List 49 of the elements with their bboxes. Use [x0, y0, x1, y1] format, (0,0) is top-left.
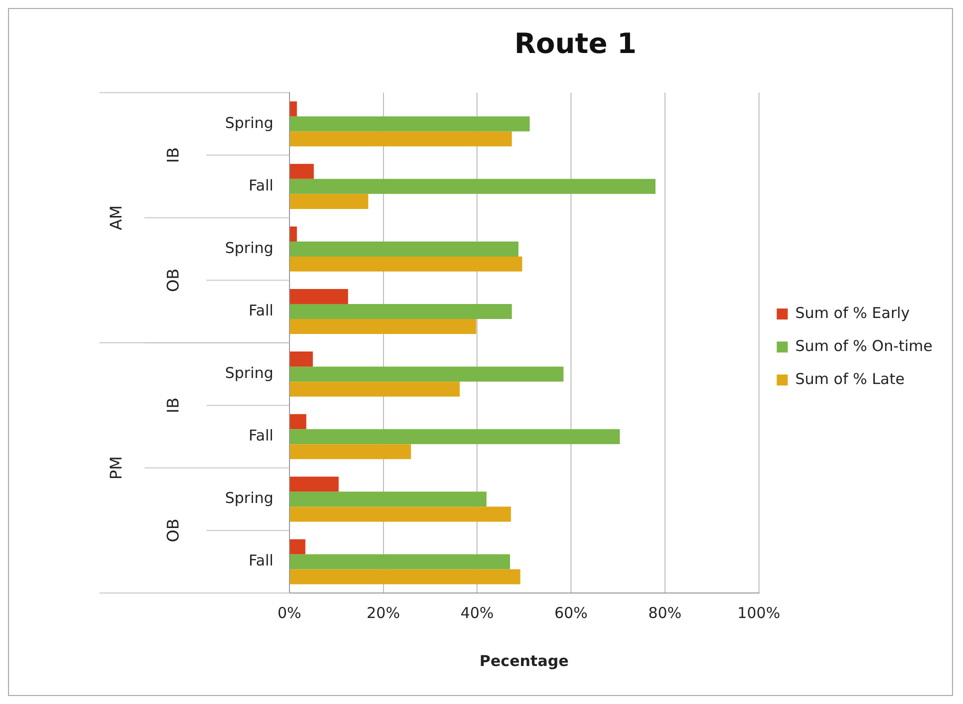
legend-label: Sum of % Early — [795, 304, 910, 322]
bar — [290, 414, 306, 430]
chart-title: Route 1 — [514, 27, 637, 60]
bar — [290, 444, 411, 460]
bar — [290, 116, 530, 132]
y-tick-label: Fall — [248, 552, 274, 570]
bar — [290, 492, 487, 507]
bar — [290, 241, 518, 256]
x-tick-label: 0% — [278, 604, 302, 622]
y-tick-label: Spring — [225, 114, 274, 132]
x-tick-label: 20% — [366, 604, 400, 622]
text: IB — [164, 147, 183, 163]
y-tick-label: Spring — [225, 489, 274, 508]
x-axis-title: Pecentage — [480, 652, 569, 670]
bar — [290, 319, 476, 334]
text: OB — [164, 268, 183, 292]
bar — [290, 226, 297, 242]
bar — [290, 429, 620, 444]
bar — [290, 476, 339, 492]
y-tick-label: Fall — [248, 176, 274, 194]
bar — [290, 178, 656, 194]
x-tick-label: 40% — [460, 604, 494, 622]
x-tick-label: 80% — [648, 604, 682, 622]
bar — [290, 352, 313, 367]
bar — [290, 304, 512, 320]
bar — [290, 256, 522, 272]
text: IB — [164, 398, 183, 414]
bar — [290, 554, 510, 570]
bar — [290, 539, 306, 554]
bar — [290, 382, 460, 397]
y-tick-label: Fall — [248, 301, 274, 320]
bar — [290, 366, 564, 382]
y-tick-label: Spring — [225, 238, 274, 257]
x-tick-label: 60% — [554, 604, 588, 622]
text: OB — [164, 518, 183, 542]
bar — [290, 164, 314, 179]
x-tick-label: 100% — [737, 604, 780, 622]
y-tick-label: Spring — [225, 364, 274, 382]
bar — [290, 131, 512, 146]
bar — [290, 101, 297, 116]
y-tick-label: Fall — [248, 426, 274, 445]
bar — [290, 194, 368, 209]
bar — [290, 289, 348, 304]
bar — [290, 506, 511, 522]
text: AM — [106, 205, 126, 230]
bar — [290, 569, 520, 584]
legend-label: Sum of % On-time — [795, 336, 933, 355]
legend-label: Sum of % Late — [795, 370, 905, 388]
text: PM — [106, 456, 126, 480]
